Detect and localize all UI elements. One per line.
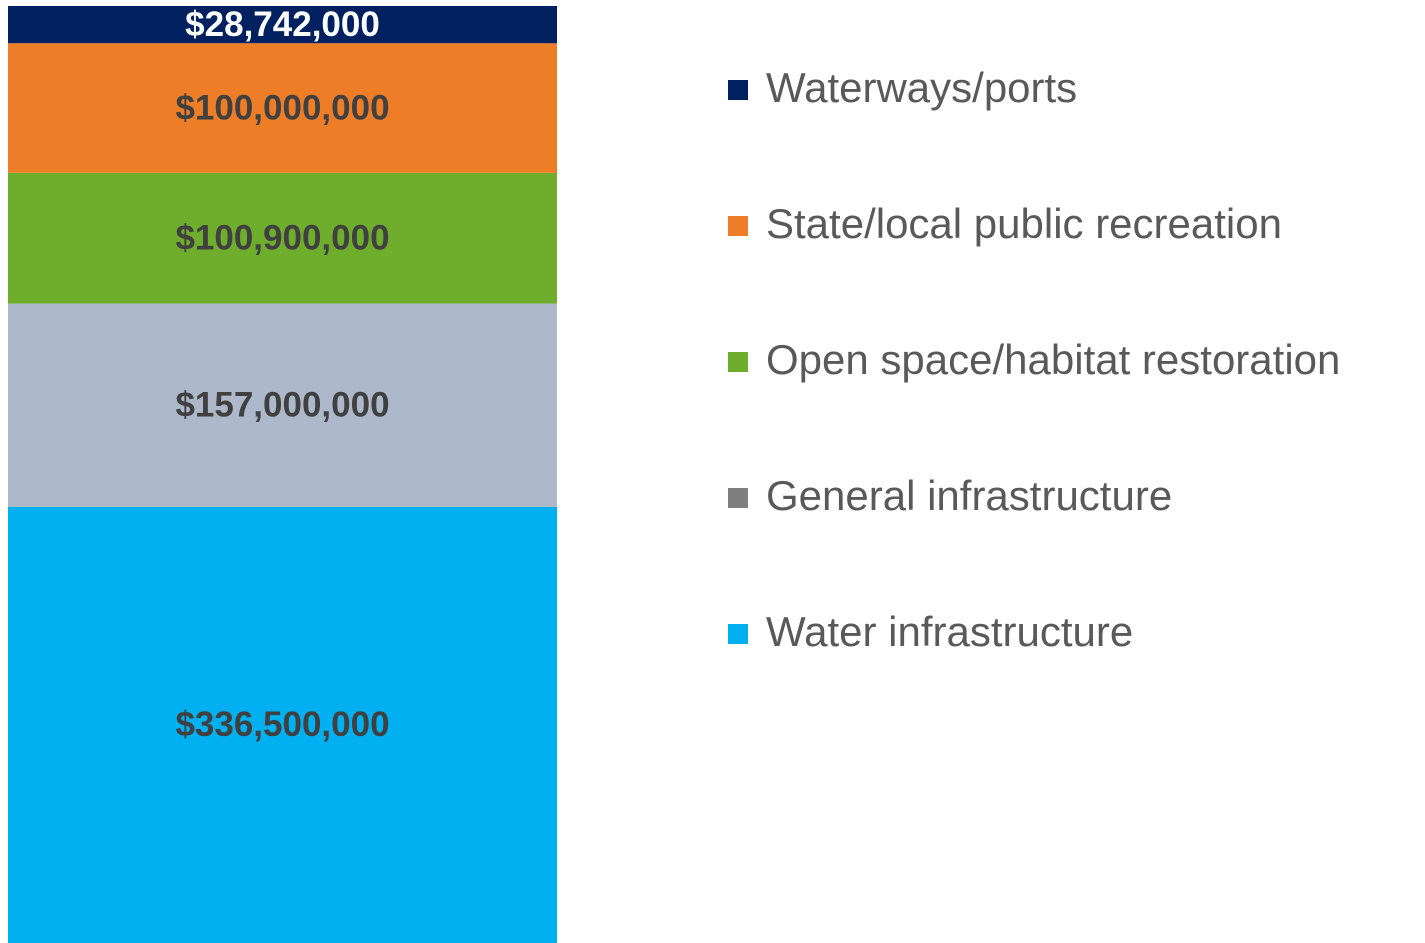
legend-swatch [728,624,748,644]
bar-segment [8,172,557,304]
data-label: $336,500,000 [175,705,389,744]
bar-segment [8,43,557,173]
data-label: $100,900,000 [175,218,389,257]
data-label: $100,000,000 [175,88,389,127]
legend-label: Open space/habitat restoration [766,336,1340,383]
legend-label: State/local public recreation [766,200,1282,247]
legend-label: General infrastructure [766,472,1172,519]
bar-segment [8,303,557,507]
legend-label: Water infrastructure [766,608,1133,655]
bar-segment [8,6,557,44]
legend-swatch [728,80,748,100]
legend-swatch [728,488,748,508]
legend-label: Waterways/ports [766,64,1077,111]
legend-swatch [728,216,748,236]
data-label: $28,742,000 [185,5,380,44]
legend-swatch [728,352,748,372]
data-label: $157,000,000 [175,386,389,425]
bar-segment [8,506,557,943]
